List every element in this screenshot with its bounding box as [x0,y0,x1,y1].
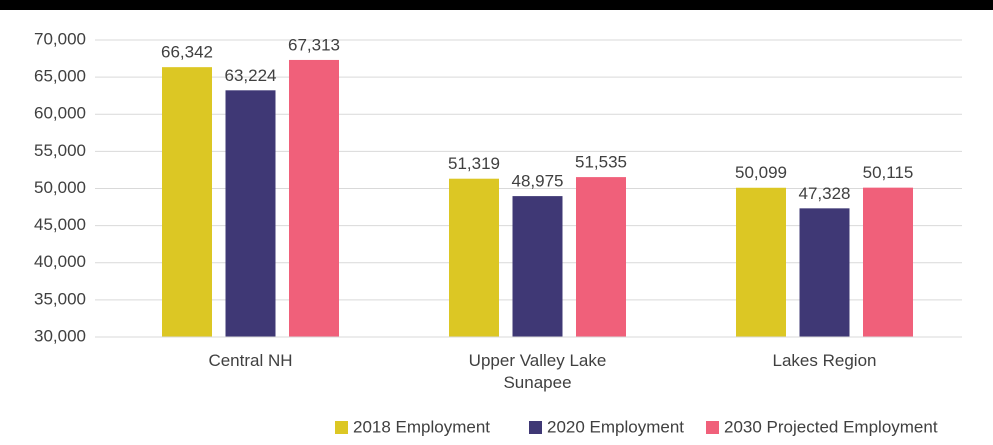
data-label: 51,535 [575,153,627,172]
top-strip [0,0,993,10]
bar [799,208,850,337]
y-tick-label: 40,000 [34,252,86,271]
legend-label: 2018 Employment [353,417,490,436]
bar [512,196,563,337]
y-tick-label: 55,000 [34,141,86,160]
x-tick-label: Upper Valley Lake Sunapee [468,351,607,392]
x-tick-label: Central NH [208,351,293,370]
legend-swatch [529,421,542,434]
data-label: 67,313 [288,35,340,54]
data-label: 66,342 [161,43,213,62]
bar [576,177,626,337]
data-label: 51,319 [448,154,500,173]
y-tick-label: 50,000 [34,178,86,197]
bar [225,90,276,337]
legend-swatch [706,421,719,434]
data-label: 47,328 [799,184,851,203]
y-tick-label: 60,000 [34,104,86,123]
y-tick-label: 45,000 [34,215,86,234]
bar [736,187,786,337]
legend-label: 2030 Projected Employment [724,417,938,436]
y-tick-label: 35,000 [34,289,86,308]
bar [162,67,212,338]
legend-swatch [335,421,348,434]
data-label: 63,224 [225,66,277,85]
y-tick-label: 30,000 [34,326,86,345]
y-tick-label: 70,000 [34,29,86,48]
bar [863,187,913,337]
bar [449,178,499,337]
data-label: 50,115 [863,163,914,182]
legend-label: 2020 Employment [547,417,684,436]
data-label: 50,099 [735,163,787,182]
bar [289,59,339,337]
data-label: 48,975 [512,172,564,191]
x-tick-label: Lakes Region [772,351,877,370]
y-tick-label: 65,000 [34,67,86,86]
